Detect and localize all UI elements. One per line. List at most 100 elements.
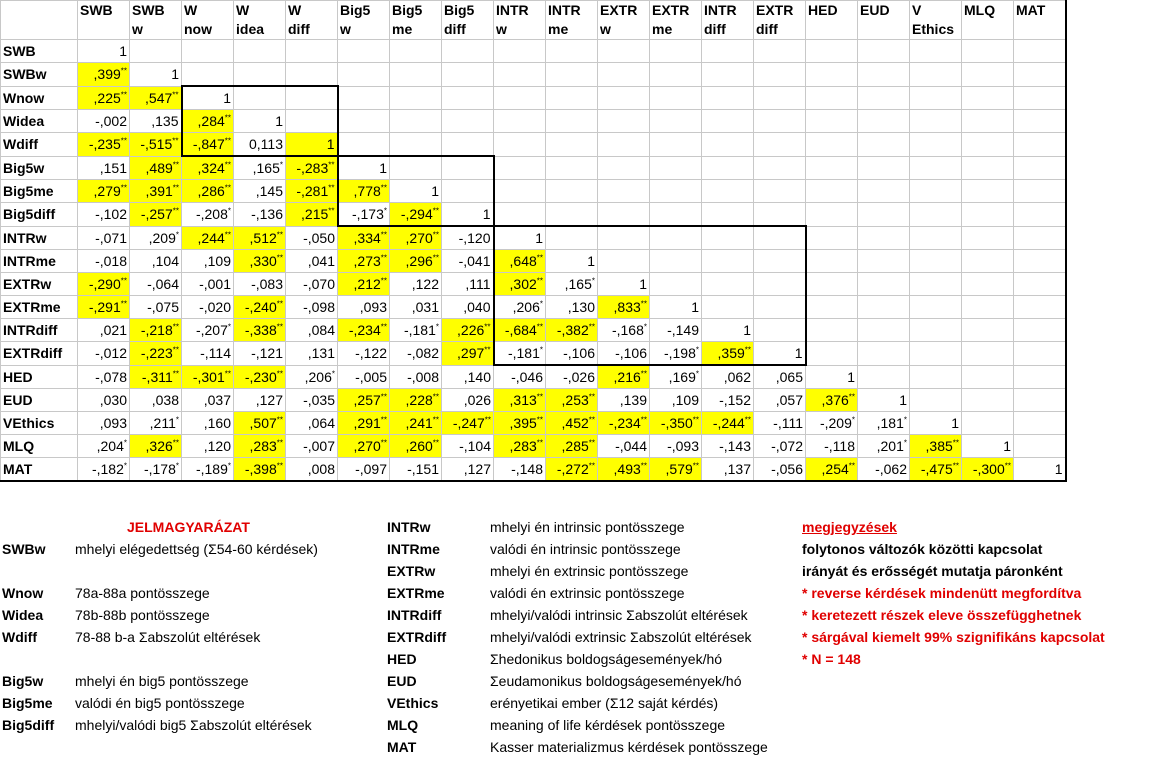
matrix-cell[interactable]: [805, 295, 858, 319]
matrix-cell[interactable]: ,037: [181, 388, 234, 412]
matrix-cell[interactable]: [857, 62, 910, 87]
matrix-cell[interactable]: [1013, 39, 1067, 63]
matrix-cell[interactable]: -,684**: [493, 318, 546, 342]
matrix-cell[interactable]: -,272**: [545, 457, 598, 482]
matrix-cell[interactable]: [1013, 155, 1067, 180]
matrix-cell[interactable]: ,093: [77, 411, 130, 435]
matrix-cell[interactable]: ,169*: [649, 364, 702, 389]
column-header[interactable]: Big5 me: [389, 0, 442, 40]
matrix-cell[interactable]: [597, 249, 650, 273]
matrix-cell[interactable]: [701, 39, 754, 63]
matrix-cell[interactable]: ,326**: [129, 434, 182, 458]
matrix-cell[interactable]: [753, 132, 806, 157]
matrix-cell[interactable]: 1: [181, 85, 234, 110]
matrix-cell[interactable]: [493, 155, 546, 180]
row-label[interactable]: EXTRw: [0, 272, 78, 296]
matrix-cell[interactable]: ,165*: [233, 155, 286, 180]
matrix-cell[interactable]: -,223**: [129, 341, 182, 366]
matrix-cell[interactable]: [597, 39, 650, 63]
matrix-cell[interactable]: [1013, 249, 1067, 273]
matrix-cell[interactable]: [909, 62, 962, 87]
matrix-cell[interactable]: [857, 155, 910, 180]
row-label[interactable]: MLQ: [0, 434, 78, 458]
matrix-cell[interactable]: 1: [753, 341, 807, 366]
matrix-cell[interactable]: -,075: [129, 295, 182, 319]
matrix-cell[interactable]: -,111: [753, 411, 806, 435]
column-header[interactable]: INTR diff: [701, 0, 754, 40]
matrix-cell[interactable]: [701, 85, 754, 110]
matrix-cell[interactable]: ,493**: [597, 457, 650, 482]
matrix-cell[interactable]: [441, 155, 495, 180]
matrix-cell[interactable]: ,139: [597, 388, 650, 412]
matrix-cell[interactable]: [441, 109, 494, 133]
matrix-cell[interactable]: [1013, 434, 1067, 458]
matrix-cell[interactable]: -,143: [701, 434, 754, 458]
matrix-cell[interactable]: ,008: [285, 457, 338, 482]
matrix-cell[interactable]: [909, 341, 962, 366]
column-header[interactable]: Big5 diff: [441, 0, 494, 40]
matrix-cell[interactable]: ,385**: [909, 434, 962, 458]
matrix-cell[interactable]: [233, 39, 286, 63]
matrix-cell[interactable]: ,395**: [493, 411, 546, 435]
matrix-cell[interactable]: [337, 85, 390, 110]
matrix-cell[interactable]: [649, 202, 702, 227]
matrix-cell[interactable]: ,120: [181, 434, 234, 458]
matrix-cell[interactable]: -,097: [337, 457, 390, 482]
matrix-cell[interactable]: [1013, 85, 1067, 110]
matrix-cell[interactable]: [1013, 388, 1067, 412]
matrix-cell[interactable]: [649, 225, 702, 250]
matrix-cell[interactable]: ,040: [441, 295, 495, 319]
matrix-cell[interactable]: ,648**: [493, 249, 546, 273]
matrix-cell[interactable]: [389, 155, 442, 180]
matrix-cell[interactable]: ,130: [545, 295, 598, 319]
matrix-cell[interactable]: [441, 179, 495, 203]
matrix-cell[interactable]: ,279**: [77, 179, 130, 203]
matrix-cell[interactable]: [961, 295, 1014, 319]
matrix-cell[interactable]: [649, 85, 702, 110]
matrix-cell[interactable]: -,046: [493, 364, 546, 389]
matrix-cell[interactable]: [1013, 295, 1067, 319]
matrix-cell[interactable]: [389, 132, 442, 157]
matrix-cell[interactable]: -,118: [805, 434, 858, 458]
matrix-cell[interactable]: 1: [909, 411, 962, 435]
matrix-cell[interactable]: -,106: [597, 341, 650, 366]
matrix-cell[interactable]: ,283**: [493, 434, 546, 458]
matrix-cell[interactable]: 1: [441, 202, 495, 227]
matrix-cell[interactable]: -,093: [649, 434, 702, 458]
matrix-cell[interactable]: [961, 109, 1014, 133]
matrix-cell[interactable]: ,778**: [337, 179, 390, 203]
matrix-cell[interactable]: [285, 109, 339, 133]
matrix-cell[interactable]: ,151: [77, 155, 130, 180]
matrix-cell[interactable]: [285, 85, 339, 110]
matrix-cell[interactable]: ,127: [441, 457, 494, 482]
row-label[interactable]: Big5me: [0, 179, 78, 203]
matrix-cell[interactable]: [701, 295, 754, 319]
matrix-cell[interactable]: ,225**: [77, 85, 130, 110]
matrix-cell[interactable]: ,212**: [337, 272, 390, 296]
matrix-cell[interactable]: ,104: [129, 249, 182, 273]
matrix-cell[interactable]: ,244**: [181, 225, 234, 250]
matrix-cell[interactable]: ,140: [441, 364, 494, 389]
matrix-cell[interactable]: [701, 202, 754, 227]
matrix-cell[interactable]: [1013, 364, 1067, 389]
matrix-cell[interactable]: [909, 295, 962, 319]
matrix-cell[interactable]: [649, 272, 702, 296]
matrix-cell[interactable]: [909, 202, 962, 227]
matrix-cell[interactable]: -,062: [857, 457, 910, 482]
matrix-cell[interactable]: ,160: [181, 411, 234, 435]
matrix-cell[interactable]: [857, 249, 910, 273]
matrix-cell[interactable]: ,021: [77, 318, 130, 342]
matrix-cell[interactable]: -,291**: [77, 295, 130, 319]
matrix-cell[interactable]: [857, 225, 910, 250]
matrix-cell[interactable]: -,071: [77, 225, 130, 250]
column-header[interactable]: V Ethics: [909, 0, 962, 40]
matrix-cell[interactable]: [805, 202, 858, 227]
matrix-cell[interactable]: [805, 39, 858, 63]
matrix-cell[interactable]: ,284**: [181, 109, 234, 133]
matrix-cell[interactable]: [909, 179, 962, 203]
matrix-cell[interactable]: [805, 318, 858, 342]
matrix-cell[interactable]: -,240**: [233, 295, 286, 319]
matrix-cell[interactable]: [961, 388, 1014, 412]
